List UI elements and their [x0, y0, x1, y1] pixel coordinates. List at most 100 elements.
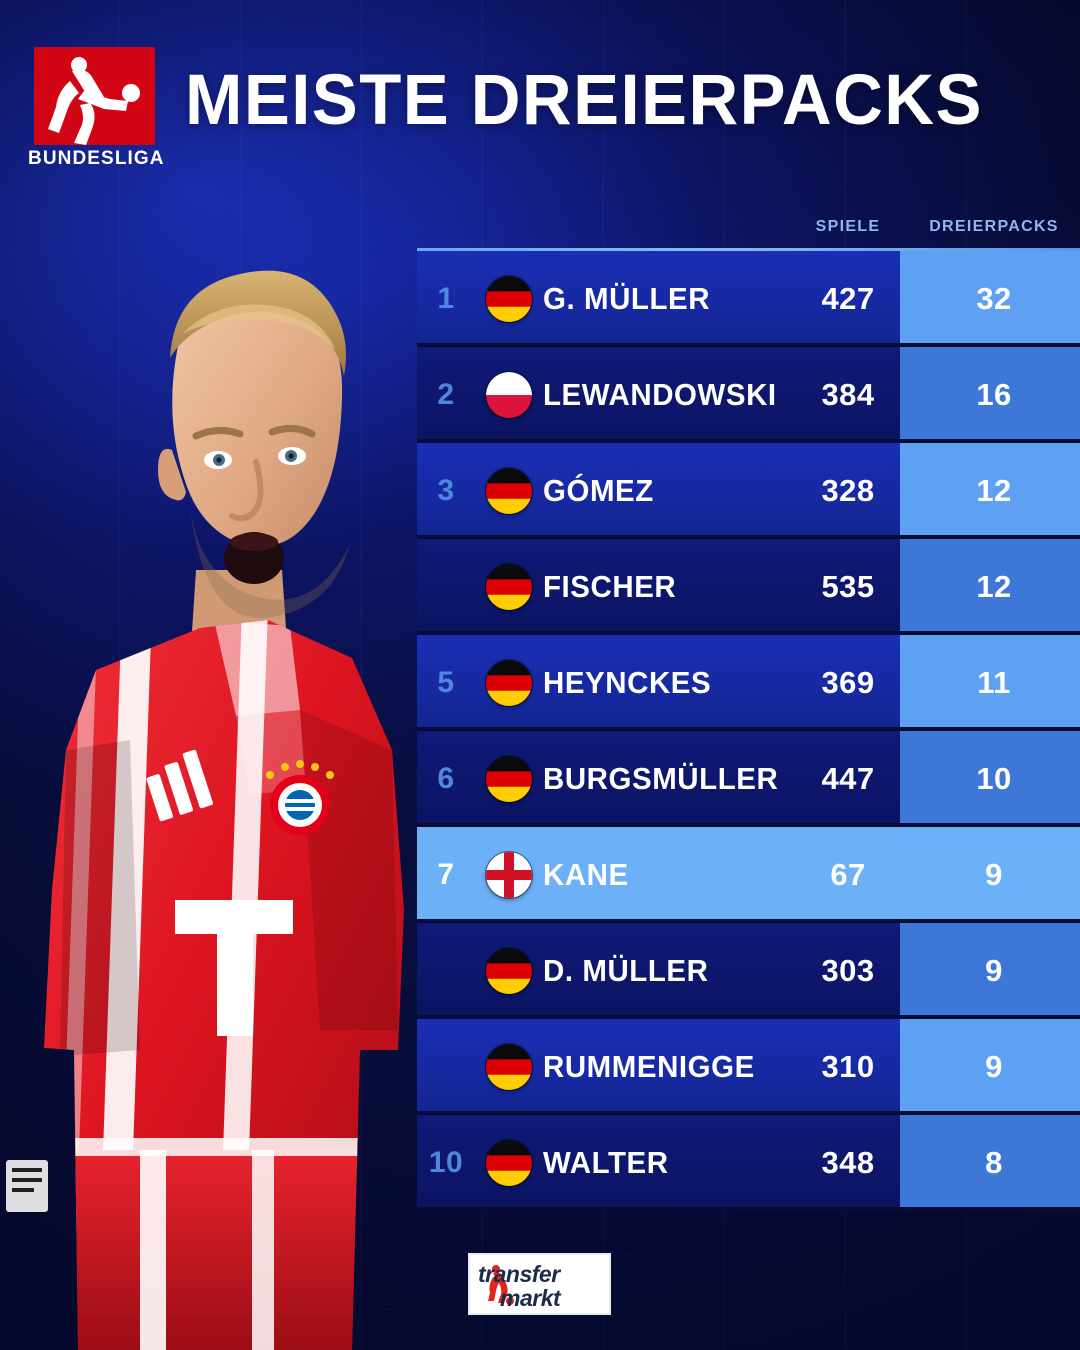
column-header-games: SPIELE: [815, 218, 881, 235]
flag-germany-icon: [486, 1044, 532, 1090]
row-rank: [417, 1019, 475, 1115]
bundesliga-logo-icon: [34, 47, 155, 145]
games-value: 310: [821, 1049, 875, 1084]
row-rank: 6: [417, 731, 475, 827]
games-value: 447: [821, 761, 875, 796]
ranking-table: SPIELE DREIERPACKS 1 G. MÜLLER 427 32 2 LEWAN…: [417, 212, 1080, 1211]
table-row[interactable]: D. MÜLLER 303 9: [417, 923, 1080, 1019]
hattrick-column-band: [900, 635, 1080, 727]
flag-germany-icon: [486, 564, 532, 610]
column-header-hattricks: DREIERPACKS: [929, 218, 1059, 235]
player-name-value: LEWANDOWSKI: [543, 377, 777, 412]
games-value: 427: [821, 281, 875, 316]
row-hattricks: 11: [908, 635, 1080, 731]
row-hattricks: 9: [908, 923, 1080, 1019]
row-hattricks: 10: [908, 731, 1080, 827]
hattricks-value: 9: [985, 857, 1003, 892]
row-rank: 1: [417, 251, 475, 347]
games-value: 369: [821, 665, 875, 700]
hattrick-column-band: [900, 443, 1080, 535]
svg-text:markt: markt: [500, 1285, 562, 1311]
hattrick-column-band: [900, 827, 1080, 919]
hattricks-value: 11: [977, 665, 1011, 700]
row-games: 67: [788, 827, 908, 923]
hattrick-column-band: [900, 539, 1080, 631]
table-row[interactable]: 2 LEWANDOWSKI 384 16: [417, 347, 1080, 443]
row-games: 535: [788, 539, 908, 635]
flag-germany-icon: [486, 276, 532, 322]
row-hattricks: 12: [908, 443, 1080, 539]
table-row[interactable]: FISCHER 535 12: [417, 539, 1080, 635]
player-name-value: D. MÜLLER: [543, 953, 709, 988]
row-flag: [475, 923, 543, 1019]
rank-value: 5: [437, 666, 455, 699]
row-hattricks: 16: [908, 347, 1080, 443]
fc-bayern-crest-icon: [266, 760, 334, 835]
player-name-value: KANE: [543, 857, 629, 892]
table-top-divider: [417, 248, 1080, 251]
player-name-value: WALTER: [543, 1145, 669, 1180]
table-row[interactable]: 1 G. MÜLLER 427 32: [417, 251, 1080, 347]
row-player-name: D. MÜLLER: [543, 923, 788, 1019]
rank-value: 3: [437, 474, 455, 507]
flag-germany-icon: [486, 948, 532, 994]
row-flag: [475, 347, 543, 443]
row-games: 310: [788, 1019, 908, 1115]
row-hattricks: 9: [908, 1019, 1080, 1115]
games-value: 384: [821, 377, 875, 412]
games-value: 535: [821, 569, 875, 604]
hattricks-value: 12: [976, 473, 1012, 508]
hattrick-column-band: [900, 347, 1080, 439]
table-column-headers: SPIELE DREIERPACKS: [417, 212, 1080, 248]
row-flag: [475, 1019, 543, 1115]
rank-value: 2: [437, 378, 455, 411]
row-rank: 2: [417, 347, 475, 443]
hattrick-column-band: [900, 923, 1080, 1015]
player-name-value: FISCHER: [543, 569, 677, 604]
table-row[interactable]: 7 KANE 67 9: [417, 827, 1080, 923]
row-rank: [417, 923, 475, 1019]
hattrick-column-band: [900, 1115, 1080, 1207]
hattricks-value: 9: [985, 1049, 1003, 1084]
row-hattricks: 32: [908, 251, 1080, 347]
row-games: 303: [788, 923, 908, 1019]
row-flag: [475, 827, 543, 923]
row-games: 348: [788, 1115, 908, 1211]
flag-germany-icon: [486, 468, 532, 514]
row-games: 447: [788, 731, 908, 827]
row-flag: [475, 731, 543, 827]
games-value: 328: [821, 473, 875, 508]
row-flag: [475, 251, 543, 347]
adidas-stripes-icon: [146, 749, 213, 822]
hattricks-value: 16: [976, 377, 1012, 412]
row-player-name: BURGSMÜLLER: [543, 731, 788, 827]
hattricks-value: 32: [976, 281, 1012, 316]
table-row[interactable]: 6 BURGSMÜLLER 447 10: [417, 731, 1080, 827]
bundesliga-wordmark: BUNDESLIGA: [28, 148, 165, 169]
games-value: 348: [821, 1145, 875, 1180]
flag-england-icon: [486, 852, 532, 898]
table-row[interactable]: RUMMENIGGE 310 9: [417, 1019, 1080, 1115]
player-name-value: RUMMENIGGE: [543, 1049, 755, 1084]
hattricks-value: 9: [985, 953, 1003, 988]
header: BUNDESLIGA MEISTE DREIERPACKS: [0, 0, 1080, 190]
table-rows: 1 G. MÜLLER 427 32 2 LEWANDOWSKI 384 16 3 GÓMEZ 32…: [417, 251, 1080, 1211]
hattrick-column-band: [900, 1019, 1080, 1111]
rank-value: 10: [428, 1146, 464, 1179]
flag-germany-icon: [486, 756, 532, 802]
transfermarkt-logo-icon: transfer markt: [468, 1253, 611, 1315]
table-row[interactable]: 10 WALTER 348 8: [417, 1115, 1080, 1211]
row-hattricks: 9: [908, 827, 1080, 923]
row-rank: 3: [417, 443, 475, 539]
hattrick-column-band: [900, 731, 1080, 823]
table-row[interactable]: 3 GÓMEZ 328 12: [417, 443, 1080, 539]
row-player-name: KANE: [543, 827, 788, 923]
hattricks-value: 12: [976, 569, 1012, 604]
row-rank: 5: [417, 635, 475, 731]
row-hattricks: 8: [908, 1115, 1080, 1211]
rank-value: 6: [437, 762, 455, 795]
table-row[interactable]: 5 HEYNCKES 369 11: [417, 635, 1080, 731]
row-player-name: RUMMENIGGE: [543, 1019, 788, 1115]
row-rank: 7: [417, 827, 475, 923]
